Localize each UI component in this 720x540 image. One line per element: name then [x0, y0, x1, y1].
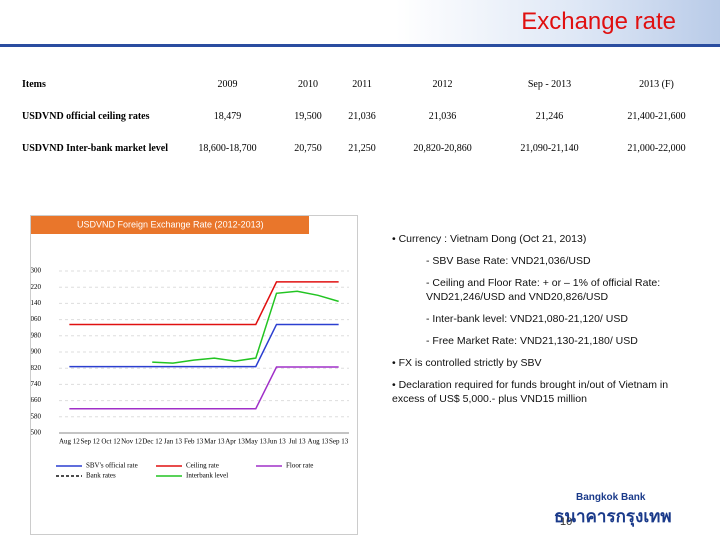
legend-label: SBV's official rate — [86, 462, 138, 470]
header-rule — [0, 44, 720, 47]
table-cell: 21,250 — [348, 142, 376, 154]
table-cell: 18,600-18,700 — [198, 142, 257, 154]
table-cell: 21,246 — [535, 110, 564, 122]
table-cell: 21,400-21,600 — [627, 110, 686, 122]
x-tick-label: Sep 12 — [80, 438, 100, 446]
table-cell: 21,090-21,140 — [520, 142, 579, 154]
page-number: 10 — [560, 516, 573, 528]
x-tick-label: Jun 13 — [267, 438, 286, 446]
chart: USDVND Foreign Exchange Rate (2012-2013)… — [22, 216, 349, 480]
notes: • Currency : Vietnam Dong (Oct 21, 2013)… — [392, 232, 692, 414]
x-tick-label: Aug 12 — [59, 438, 80, 446]
x-tick-label: Dec 12 — [142, 438, 163, 446]
y-tick-label: 21,140 — [31, 299, 42, 307]
note: • Currency : Vietnam Dong (Oct 21, 2013) — [392, 233, 587, 245]
x-tick-label: Jul 13 — [289, 438, 306, 446]
x-tick-label: May 13 — [245, 438, 267, 446]
column-header: 2012 — [432, 78, 453, 90]
table-cell: 21,000-22,000 — [627, 142, 686, 154]
table-row: USDVND Inter-bank market level 18,600-18,… — [20, 132, 710, 164]
chart-title: USDVND Foreign Exchange Rate (2012-2013) — [77, 219, 264, 229]
column-header: 2010 — [297, 78, 318, 90]
table-cell: USDVND official ceiling rates — [22, 110, 150, 122]
column-header: Items — [22, 78, 46, 90]
column-header: 2013 (F) — [639, 78, 674, 90]
series-line — [152, 290, 339, 364]
note: • Declaration required for funds brought… — [392, 379, 669, 405]
series-line — [69, 323, 339, 368]
note: - Inter-bank level: VND21,080-21,120/ US… — [426, 313, 628, 325]
column-header: Sep - 2013 — [527, 78, 572, 90]
x-tick-label: Aug 13 — [308, 438, 329, 446]
logo: Bangkok Bank ธนาคารกรุงเทพ 10 — [540, 492, 672, 530]
y-tick-label: 20,820 — [31, 364, 42, 372]
x-tick-label: Apr 13 — [225, 438, 245, 446]
header-row: Items 2009 2010 2011 2012 Sep - 2013 2013 (F) — [20, 68, 710, 100]
header-band — [0, 0, 720, 44]
legend-label: Ceiling rate — [186, 462, 219, 470]
table-cell: 19,500 — [294, 110, 322, 122]
chart-banner — [31, 216, 309, 234]
x-tick-label: Jan 13 — [164, 438, 183, 446]
bank-name-thai: ธนาคารกรุงเทพ — [554, 507, 672, 526]
table-cell: 21,036 — [348, 110, 376, 122]
bank-name: Bangkok Bank — [576, 492, 646, 503]
title: Exchange rate — [521, 8, 676, 35]
series-line — [69, 366, 339, 410]
y-tick-label: 20,580 — [31, 412, 42, 420]
legend-label: Bank rates — [86, 472, 116, 480]
table: Items 2009 2010 2011 2012 Sep - 2013 2013 (F) U… — [20, 68, 710, 164]
legend-label: Floor rate — [286, 462, 313, 470]
x-tick-label: Oct 12 — [101, 438, 120, 446]
table-cell: 21,036 — [428, 110, 457, 122]
note: - SBV Base Rate: VND21,036/USD — [426, 255, 591, 267]
x-tick-label: Mar 13 — [204, 438, 225, 446]
note: • FX is controlled strictly by SBV — [392, 357, 542, 369]
y-tick-label: 21,060 — [31, 315, 42, 323]
chart-box: USDVND Foreign Exchange Rate (2012-2013)… — [22, 215, 358, 535]
note: - Free Market Rate: VND21,130-21,180/ US… — [426, 335, 638, 347]
legend-label: Interbank level — [186, 472, 228, 480]
x-tick-label: Feb 13 — [184, 438, 204, 446]
x-tick-label: Sep 13 — [329, 438, 349, 446]
table-cell: USDVND Inter-bank market level — [22, 142, 169, 154]
y-tick-label: 20,980 — [31, 331, 42, 339]
column-header: 2009 — [217, 78, 238, 90]
y-tick-label: 20,900 — [31, 348, 42, 356]
table-row: USDVND official ceiling rates 18,479 19,50… — [20, 100, 710, 132]
y-tick-label: 21,300 — [31, 267, 42, 275]
y-tick-label: 20,740 — [31, 380, 42, 388]
series-line — [69, 281, 339, 326]
y-tick-label: 20,660 — [31, 396, 42, 404]
table-cell: 20,820-20,860 — [413, 142, 472, 154]
column-header: 2011 — [352, 78, 372, 90]
y-tick-label: 21,220 — [31, 283, 42, 291]
note: - Ceiling and Floor Rate: + or – 1% of o… — [426, 277, 661, 303]
x-tick-label: Nov 12 — [121, 438, 142, 446]
table-cell: 18,479 — [213, 110, 242, 122]
table-cell: 20,750 — [294, 142, 322, 154]
y-tick-label: 20,500 — [31, 429, 42, 437]
